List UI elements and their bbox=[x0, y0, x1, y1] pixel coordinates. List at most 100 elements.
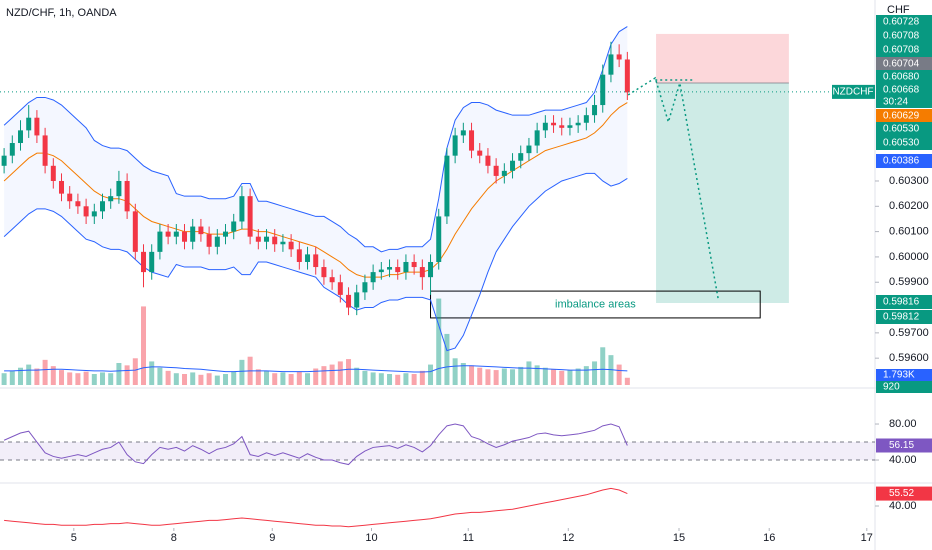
volume-bar bbox=[206, 373, 212, 385]
volume-bar bbox=[411, 374, 417, 385]
candle-body bbox=[395, 267, 401, 273]
indicator-line bbox=[3, 26, 628, 253]
candle-body bbox=[370, 272, 376, 283]
volume-tag-bg bbox=[876, 381, 932, 393]
candle-body bbox=[91, 211, 97, 217]
candle-body bbox=[190, 226, 196, 242]
price-tag: 0.59816 bbox=[883, 297, 920, 308]
y-tick-label: 0.60200 bbox=[889, 200, 929, 212]
candle-body bbox=[592, 105, 598, 116]
stop-zone bbox=[656, 33, 789, 84]
candle-body bbox=[346, 294, 352, 308]
volume-bar bbox=[329, 364, 335, 385]
y-tick-label: 0.59600 bbox=[889, 352, 929, 364]
candle-body bbox=[510, 160, 516, 171]
price-tag-bg bbox=[876, 43, 932, 57]
x-tick-label: 12 bbox=[562, 532, 574, 544]
symbol-tag: NZDCHF bbox=[832, 87, 873, 98]
volume-bar bbox=[272, 373, 278, 385]
price-tag: 0.60530 bbox=[883, 138, 920, 149]
price-tag-bg bbox=[876, 122, 932, 136]
price-tag-bg bbox=[876, 83, 932, 97]
volume-bar bbox=[59, 370, 65, 385]
candle-body bbox=[18, 130, 24, 144]
candle-body bbox=[321, 267, 327, 278]
volume-bar bbox=[444, 333, 450, 385]
value-tag-bg bbox=[876, 486, 932, 501]
candle-body bbox=[526, 145, 532, 154]
candle-body bbox=[501, 170, 507, 176]
volume-bar bbox=[436, 298, 442, 385]
y-tick-label: 0.59700 bbox=[889, 327, 929, 339]
volume-bar bbox=[214, 375, 220, 385]
chart-title: NZD/CHF, 1h, OANDA bbox=[6, 7, 117, 19]
volume-bar bbox=[198, 374, 204, 385]
x-tick-label: 16 bbox=[763, 532, 775, 544]
volume-bar bbox=[124, 365, 130, 385]
volume-bar bbox=[255, 369, 261, 385]
candle-body bbox=[354, 292, 360, 308]
candle-body bbox=[124, 180, 130, 212]
price-tag-bg bbox=[876, 57, 932, 71]
volume-bar bbox=[337, 361, 343, 385]
x-tick-label: 9 bbox=[269, 532, 275, 544]
candle-body bbox=[59, 180, 65, 194]
candle-body bbox=[477, 150, 483, 156]
candle-body bbox=[337, 282, 343, 295]
volume-bar bbox=[501, 368, 507, 385]
candle-body bbox=[600, 74, 606, 106]
volume-bar bbox=[50, 366, 56, 385]
price-tag-bg bbox=[876, 295, 932, 309]
candle-body bbox=[362, 282, 368, 293]
volume-bar bbox=[452, 358, 458, 385]
candle-body bbox=[411, 261, 417, 268]
candle-body bbox=[108, 196, 114, 202]
price-tag: 0.60708 bbox=[883, 31, 920, 42]
candle-body bbox=[165, 231, 171, 237]
volume-bar bbox=[42, 359, 48, 385]
candle-body bbox=[223, 231, 229, 237]
candle-body bbox=[460, 130, 466, 136]
price-tag-bg bbox=[876, 109, 932, 123]
volume-bar bbox=[403, 373, 409, 385]
symbol-tag-bg bbox=[832, 84, 875, 99]
volume-bar bbox=[83, 371, 89, 385]
candle-body bbox=[469, 130, 475, 151]
volume-bar bbox=[157, 367, 163, 385]
price-tag: 0.60728 bbox=[883, 17, 920, 28]
candle-body bbox=[149, 251, 155, 273]
candle-body bbox=[575, 122, 581, 126]
volume-bar bbox=[182, 374, 188, 385]
candle-body bbox=[264, 236, 270, 242]
volume-bar bbox=[116, 363, 122, 385]
volume-bar bbox=[370, 372, 376, 385]
candle-body bbox=[436, 216, 442, 262]
candle-body bbox=[428, 261, 434, 278]
candle-body bbox=[305, 254, 311, 262]
price-tag-bg bbox=[876, 70, 932, 84]
candle-body bbox=[272, 236, 278, 245]
volume-bar bbox=[428, 364, 434, 385]
y-tick-label: 0.60100 bbox=[889, 226, 929, 238]
volume-bar bbox=[34, 368, 40, 385]
candle-body bbox=[100, 201, 106, 212]
volume-bar bbox=[419, 370, 425, 385]
price-tag: 0.60668 bbox=[883, 85, 920, 96]
volume-bar bbox=[100, 372, 106, 385]
candle-body bbox=[42, 135, 48, 166]
candle-body bbox=[280, 241, 286, 245]
volume-bar bbox=[518, 366, 524, 385]
volume-bar bbox=[75, 373, 81, 385]
volume-bar bbox=[313, 368, 319, 385]
volume-bar bbox=[149, 361, 155, 385]
volume-bar bbox=[493, 370, 499, 385]
candle-body bbox=[403, 261, 409, 273]
candle-body bbox=[214, 236, 220, 247]
indicator-line bbox=[3, 423, 628, 466]
volume-bar bbox=[542, 367, 548, 385]
volume-bar bbox=[91, 374, 97, 385]
x-tick-label: 8 bbox=[171, 532, 177, 544]
candle-body bbox=[559, 125, 565, 128]
volume-bar bbox=[526, 361, 532, 385]
target-zone bbox=[656, 83, 789, 303]
